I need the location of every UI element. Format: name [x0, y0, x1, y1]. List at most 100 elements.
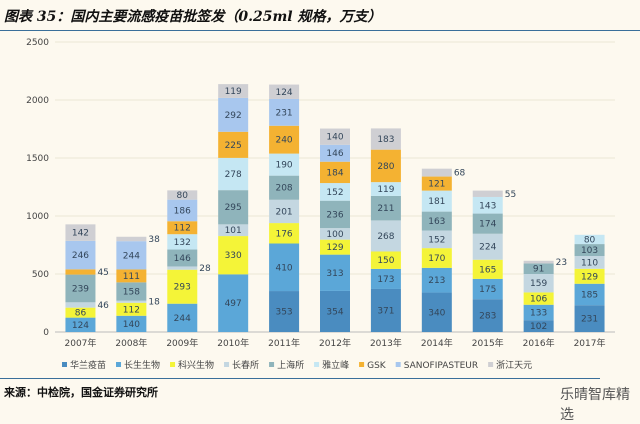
bar-segment	[370, 220, 401, 252]
data-label: 91	[533, 265, 544, 275]
data-label: 170	[428, 254, 445, 264]
data-label: 244	[174, 314, 191, 324]
data-label: 236	[326, 210, 343, 220]
bar-segment	[218, 97, 249, 132]
data-label: 330	[225, 251, 242, 261]
bar-segment	[421, 211, 452, 231]
bar-segment	[421, 190, 452, 212]
legend-swatch	[488, 362, 494, 367]
data-label: 278	[225, 170, 242, 180]
data-label: 124	[72, 321, 89, 331]
bar-segment	[116, 241, 147, 270]
data-label: 106	[530, 295, 547, 305]
data-label: 103	[581, 246, 598, 256]
y-tick-label: 1000	[26, 212, 49, 222]
bar-segment	[269, 125, 300, 154]
data-label: 163	[428, 217, 445, 227]
bar-segment	[370, 149, 401, 183]
data-label: 121	[428, 180, 445, 190]
bar-segment	[320, 290, 350, 332]
bar-segment	[320, 144, 350, 162]
data-label: 240	[275, 136, 292, 146]
data-label: 184	[326, 168, 343, 178]
bar-segment	[65, 317, 96, 332]
data-label: 132	[174, 238, 191, 248]
x-tick-label: 2010年	[217, 337, 249, 349]
bar-segment	[472, 233, 503, 260]
data-label: 140	[123, 320, 140, 330]
data-label: 165	[479, 265, 496, 275]
legend-swatch	[224, 362, 230, 367]
bar-segment	[167, 221, 198, 235]
bar-segment	[523, 292, 554, 305]
data-label: 174	[479, 220, 496, 230]
bar-segment	[65, 307, 96, 318]
data-label: 68	[454, 169, 466, 179]
bar-segment	[421, 230, 452, 249]
legend-swatch	[314, 362, 320, 367]
bar-segment	[167, 190, 198, 200]
data-label: 45	[97, 268, 108, 278]
x-tick-label: 2008年	[115, 337, 147, 349]
bar-segment	[65, 274, 96, 303]
data-label: 313	[326, 269, 343, 279]
legend-label: 雅立峰	[322, 359, 349, 371]
bar-segment	[574, 256, 605, 269]
data-label: 112	[174, 224, 191, 234]
data-label: 28	[199, 264, 211, 274]
data-label: 142	[72, 229, 89, 239]
data-label: 102	[530, 322, 547, 332]
bar-segment	[370, 195, 401, 221]
bar-segment	[472, 299, 503, 332]
data-label: 190	[275, 161, 292, 171]
data-label: 292	[225, 111, 242, 121]
data-label: 211	[377, 204, 394, 214]
data-label: 119	[377, 185, 394, 195]
legend-swatch	[62, 362, 67, 367]
data-label: 146	[174, 254, 191, 264]
bar-segment	[472, 278, 503, 300]
data-label: 112	[123, 305, 140, 315]
data-label: 283	[479, 312, 496, 322]
x-tick-label: 2013年	[370, 337, 402, 349]
data-label: 101	[225, 226, 242, 236]
data-label: 244	[123, 251, 140, 261]
bar-segment	[421, 248, 452, 268]
bar-segment	[167, 199, 198, 222]
x-tick-label: 2017年	[574, 337, 606, 349]
y-tick-label: 1500	[26, 154, 49, 164]
bar-segment	[472, 213, 503, 234]
data-label: 176	[275, 229, 292, 239]
bar-segment	[574, 283, 605, 306]
bar-segment	[574, 234, 605, 245]
bar-segment	[472, 259, 503, 279]
data-label: 213	[428, 276, 445, 286]
bar-segment	[167, 234, 198, 250]
bar-segment	[320, 183, 350, 201]
bar-segment	[574, 305, 605, 332]
data-label: 231	[581, 315, 598, 325]
data-label: 353	[275, 308, 292, 318]
bar-segment	[269, 153, 300, 176]
bar-segment	[116, 236, 147, 242]
data-label: 124	[275, 88, 292, 98]
bar-segment	[218, 157, 249, 191]
bar-segment	[218, 236, 249, 275]
bar-segment	[116, 315, 147, 332]
x-tick-label: 2009年	[166, 337, 198, 349]
x-tick-label: 2011年	[268, 337, 300, 349]
y-tick-label: 2500	[26, 38, 49, 48]
bar-segment	[167, 249, 198, 267]
bar-segment	[269, 291, 300, 332]
data-label: 225	[225, 141, 242, 151]
bar-segment	[116, 269, 147, 283]
bar-segment	[167, 269, 198, 304]
legend-label: 浙江天元	[496, 359, 532, 371]
bar-segment	[269, 243, 300, 292]
data-label: 110	[581, 258, 598, 268]
bar-segment	[320, 254, 350, 291]
bar-segment	[574, 244, 605, 257]
data-label: 208	[275, 184, 292, 194]
bar-segment	[65, 224, 96, 241]
data-label: 239	[72, 284, 89, 294]
